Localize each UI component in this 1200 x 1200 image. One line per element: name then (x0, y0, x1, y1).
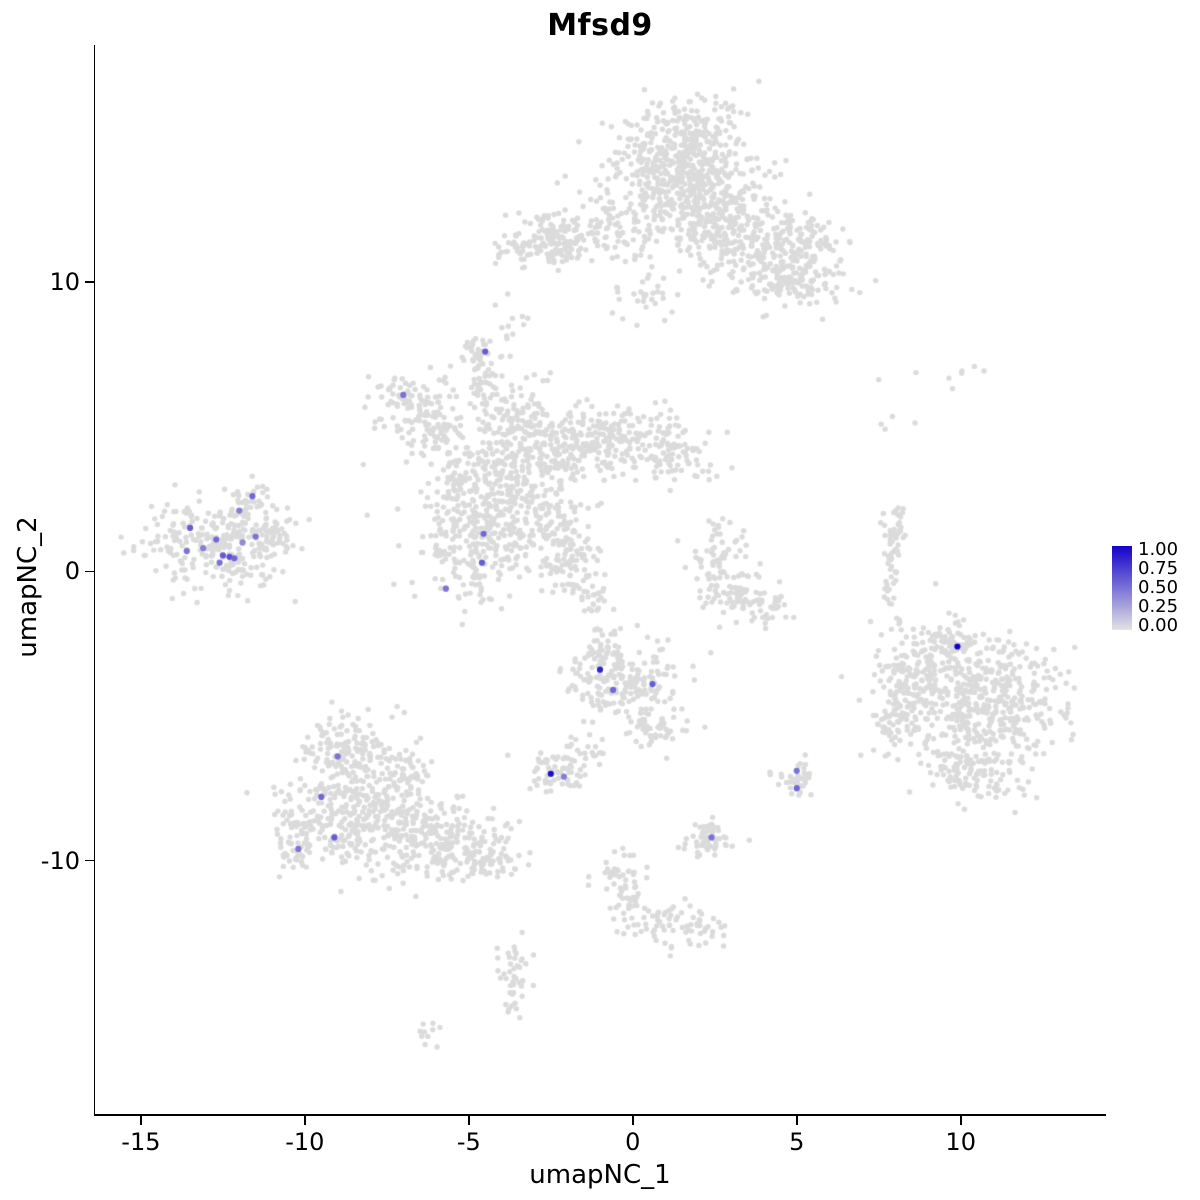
chart-title: Mfsd9 (547, 8, 653, 43)
y-tick-label: 0 (64, 557, 80, 586)
y-tick-label: 10 (49, 268, 80, 297)
colorbar-gradient (1112, 546, 1132, 630)
x-axis-line (93, 1114, 1106, 1116)
legend-tick-label: 1.00 (1138, 539, 1179, 560)
x-tick-label: -5 (456, 1128, 481, 1156)
x-tick-mark (304, 1115, 306, 1125)
x-tick-mark (959, 1115, 962, 1125)
y-axis-line (93, 45, 96, 1116)
x-tick-label: 10 (945, 1128, 976, 1156)
y-tick-mark (85, 281, 94, 283)
y-tick-mark (85, 570, 94, 573)
x-tick-label: -10 (285, 1128, 325, 1156)
legend-tick-label: 0.75 (1138, 558, 1179, 579)
y-tick-label: -10 (40, 846, 80, 875)
x-axis-title: umapNC_1 (529, 1160, 671, 1190)
legend-tick-label: 0.50 (1138, 577, 1179, 598)
y-tick-mark (85, 859, 94, 862)
x-tick-mark (468, 1115, 470, 1125)
legend-tick-label: 0.25 (1138, 596, 1179, 617)
x-tick-label: 0 (625, 1128, 641, 1156)
legend-tick-label: 0.00 (1138, 615, 1179, 636)
x-tick-label: 5 (789, 1128, 805, 1156)
y-axis-title: umapNC_2 (13, 516, 43, 658)
x-tick-mark (140, 1115, 142, 1125)
x-tick-mark (795, 1115, 798, 1125)
x-tick-mark (631, 1115, 634, 1125)
x-tick-label: -15 (121, 1128, 161, 1156)
